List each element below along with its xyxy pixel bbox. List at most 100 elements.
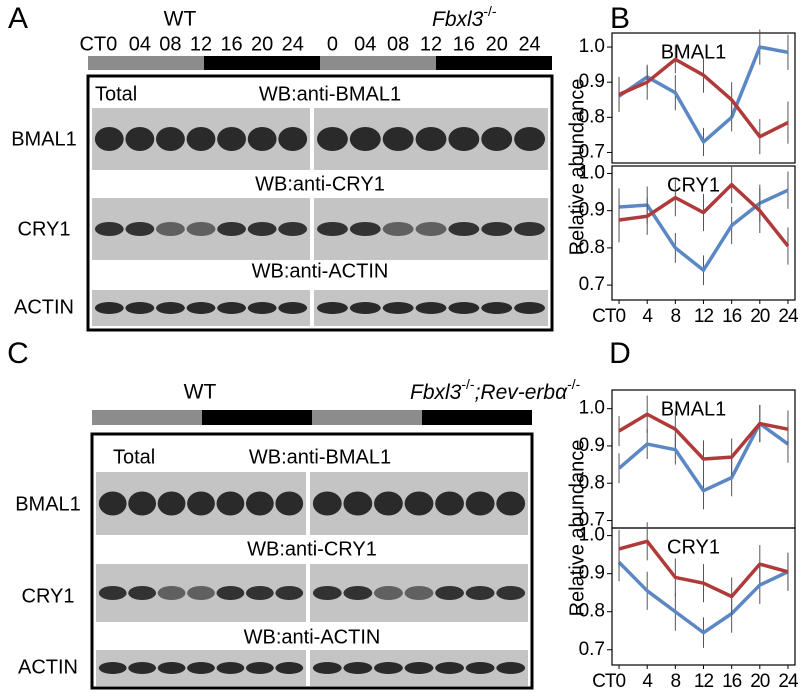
blot-band bbox=[349, 302, 381, 314]
series-line bbox=[618, 539, 789, 599]
chart-title: CRY1 bbox=[667, 536, 720, 558]
lane-gap bbox=[310, 198, 314, 260]
blot-band bbox=[496, 662, 526, 674]
x-tick-label: 16 bbox=[722, 671, 742, 692]
blot-band bbox=[275, 586, 304, 600]
lane-gap bbox=[306, 472, 310, 535]
blot-band bbox=[98, 491, 127, 516]
light-dark-bar bbox=[204, 56, 320, 70]
blot-band bbox=[317, 127, 348, 151]
blot-band bbox=[94, 127, 124, 151]
blot-band bbox=[156, 127, 185, 151]
total-label: Total bbox=[113, 446, 155, 468]
blot-band bbox=[435, 662, 464, 674]
y-axis-label: Relative abundance bbox=[566, 440, 588, 617]
genotype-label: Fbxl3-/-;Rev-erbα-/- bbox=[410, 376, 581, 404]
blot-header: WB:anti-BMAL1 bbox=[259, 83, 401, 105]
lane-label: 08 bbox=[387, 33, 409, 55]
blot-band bbox=[125, 127, 155, 151]
genotype-label-part: -/- bbox=[483, 3, 497, 19]
series-line bbox=[618, 412, 789, 461]
blot-band bbox=[343, 491, 373, 516]
genotype-label-part: -/- bbox=[567, 376, 581, 392]
blot-band bbox=[278, 127, 308, 151]
blot-band bbox=[157, 662, 186, 674]
light-dark-bar bbox=[88, 56, 204, 70]
blot-band bbox=[186, 127, 216, 151]
blot-band bbox=[465, 662, 495, 674]
x-tick-label: 16 bbox=[722, 306, 742, 327]
blot-band bbox=[374, 662, 403, 674]
blot-band bbox=[374, 491, 403, 516]
blot-band bbox=[125, 302, 155, 314]
blot-band bbox=[435, 491, 464, 516]
blot-frame bbox=[90, 432, 534, 690]
row-label: BMAL1 bbox=[11, 128, 77, 150]
row-label: BMAL1 bbox=[15, 493, 81, 515]
panel-letter: B bbox=[610, 2, 630, 35]
blot-band bbox=[98, 662, 127, 674]
plot-frame bbox=[611, 32, 796, 164]
lane-label: 04 bbox=[129, 33, 151, 55]
x-tick-label: 4 bbox=[642, 671, 653, 692]
light-dark-bar bbox=[202, 410, 312, 425]
x-tick-label: 8 bbox=[671, 306, 681, 327]
y-tick-label: 0.9 bbox=[579, 563, 605, 584]
blot-band bbox=[374, 586, 403, 600]
blot-band bbox=[465, 491, 495, 516]
row-label: CRY1 bbox=[22, 585, 75, 607]
blot-band bbox=[98, 586, 127, 600]
blot-header: WB:anti-ACTIN bbox=[244, 626, 381, 648]
y-tick-label: 0.7 bbox=[579, 274, 605, 295]
blot-band bbox=[275, 662, 304, 674]
x-tick-label: 24 bbox=[778, 671, 799, 692]
blot-band bbox=[247, 302, 277, 314]
blot-band bbox=[514, 127, 545, 151]
x-tick-label: 4 bbox=[642, 306, 653, 327]
blot-frame bbox=[86, 74, 554, 332]
blot-band bbox=[312, 586, 342, 600]
blot-band bbox=[481, 127, 513, 151]
lane-label: 20 bbox=[251, 33, 273, 55]
blot-band bbox=[415, 127, 447, 151]
blot-band bbox=[217, 127, 246, 151]
blot-band bbox=[481, 222, 513, 236]
y-tick-label: 1.0 bbox=[579, 36, 605, 57]
blot-band bbox=[216, 491, 245, 516]
series-line bbox=[618, 57, 789, 139]
series-line bbox=[618, 182, 790, 248]
blot-band bbox=[156, 302, 185, 314]
blot-band bbox=[415, 302, 447, 314]
blot-band bbox=[404, 586, 434, 600]
blot-band bbox=[186, 302, 216, 314]
genotype-label-part: ;Rev-erbα bbox=[475, 381, 569, 404]
lane-label: CT0 bbox=[79, 33, 117, 55]
blot-band bbox=[317, 302, 348, 314]
blot-band bbox=[128, 491, 157, 516]
blot-band bbox=[217, 302, 246, 314]
light-dark-bar bbox=[92, 410, 202, 425]
blot-band bbox=[94, 302, 124, 314]
blot-band bbox=[157, 586, 186, 600]
y-tick-label: 0.8 bbox=[579, 237, 605, 258]
y-tick-label: 0.8 bbox=[579, 472, 605, 493]
blot-band bbox=[448, 127, 480, 151]
blot-band bbox=[415, 222, 447, 236]
x-tick-label: 12 bbox=[694, 306, 714, 327]
total-label: Total bbox=[95, 83, 137, 105]
panel-letter: D bbox=[609, 337, 631, 370]
blot-band bbox=[217, 222, 246, 236]
lane-label: 0 bbox=[327, 33, 338, 55]
y-tick-label: 1.0 bbox=[579, 398, 605, 419]
x-tick-label: 20 bbox=[750, 306, 770, 327]
row-label: ACTIN bbox=[18, 656, 78, 678]
lane-gap bbox=[306, 650, 310, 686]
lane-label: 04 bbox=[354, 33, 376, 55]
blot-band bbox=[404, 491, 434, 516]
blot-band bbox=[245, 491, 274, 516]
blot-band bbox=[514, 302, 545, 314]
panel-letter: A bbox=[8, 2, 28, 35]
blot-band bbox=[448, 222, 480, 236]
lane-label: 12 bbox=[420, 33, 442, 55]
blot-band bbox=[465, 586, 495, 600]
